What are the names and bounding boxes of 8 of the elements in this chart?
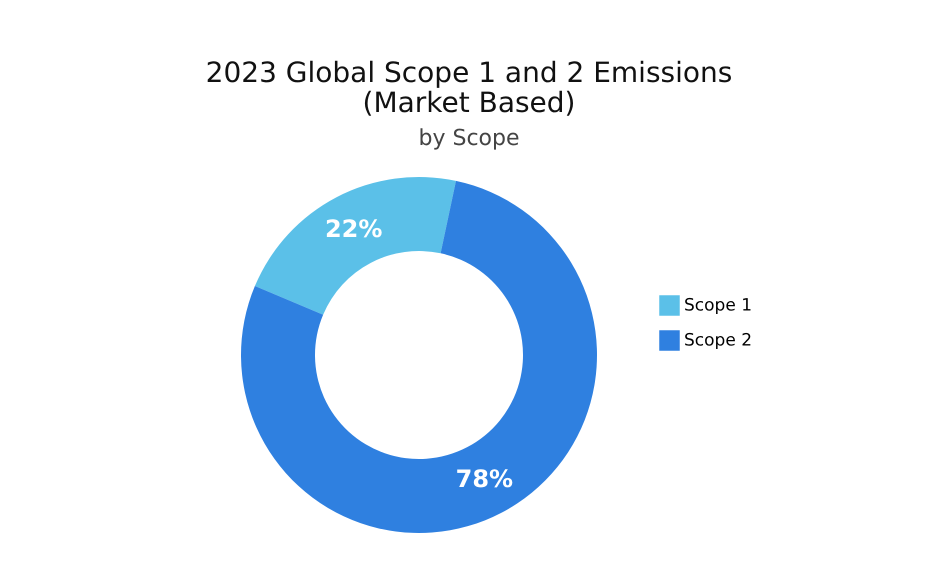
legend-label: Scope 2 — [684, 330, 752, 350]
chart-subtitle: by Scope — [418, 126, 520, 151]
data-label: 78% — [456, 464, 514, 493]
data-label: 22% — [324, 215, 382, 244]
chart-title: 2023 Global Scope 1 and 2 Emissions (Market Based) — [206, 56, 732, 119]
donut-slice — [254, 177, 456, 315]
donut-slice — [241, 180, 597, 533]
legend-label: Scope 1 — [684, 296, 752, 316]
